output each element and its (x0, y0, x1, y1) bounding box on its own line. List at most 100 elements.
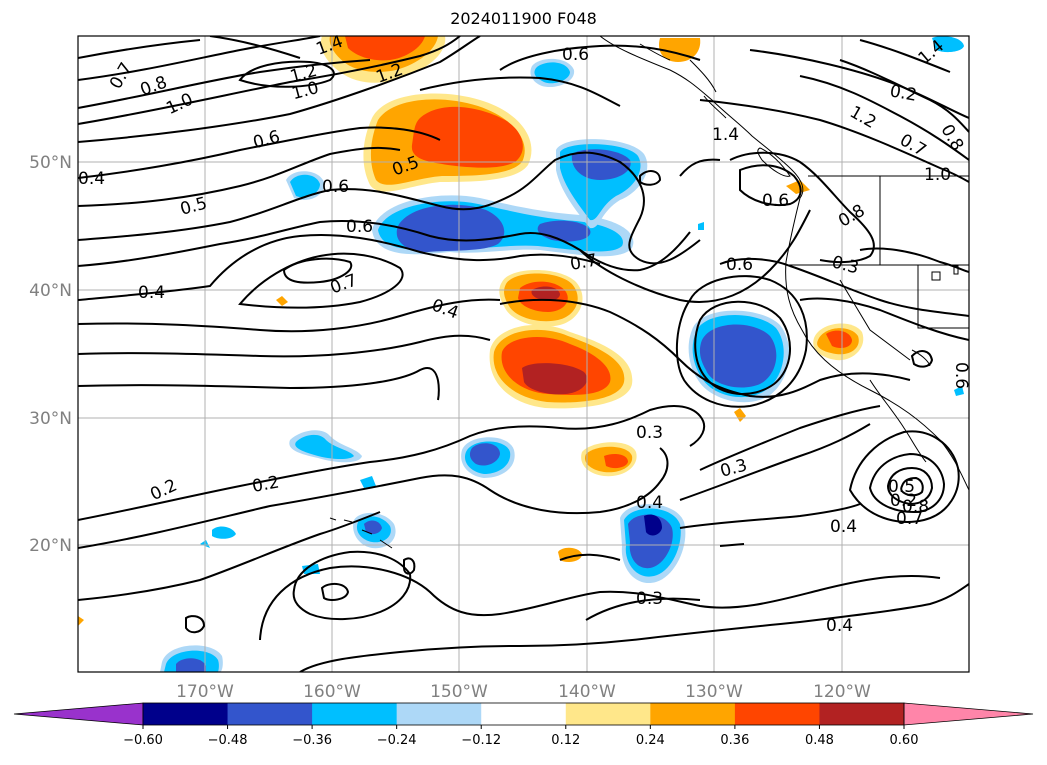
negative-anomaly-blob (469, 443, 500, 466)
contour-label: 0.5 (888, 477, 915, 497)
contour-line (739, 164, 802, 206)
contour-line (719, 257, 969, 317)
contour-label: 0.4 (830, 517, 857, 537)
contour-label: 0.6 (322, 177, 349, 197)
contour-line (499, 44, 701, 71)
contour-line (78, 233, 601, 301)
colorbar-bin (227, 703, 313, 725)
contour-line (419, 76, 621, 107)
positive-anomaly-blob (786, 180, 810, 194)
hawaii-islands (329, 517, 393, 549)
contour-line (585, 597, 701, 621)
negative-anomaly-blob (954, 386, 964, 396)
contour-line (78, 146, 401, 207)
contour-label: 0.8 (902, 497, 929, 517)
island-dot (931, 271, 941, 281)
contour-line (699, 405, 881, 471)
contour-label: 0.6 (562, 45, 589, 65)
contour-label: 0.3 (636, 423, 663, 443)
contour-line (639, 170, 662, 186)
contour-line (679, 158, 721, 177)
colorbar-tick-label: −0.60 (123, 733, 163, 748)
contour-line (868, 452, 946, 514)
negative-anomaly-blob (644, 514, 662, 536)
colorbar-bin (650, 703, 736, 725)
colorbar-tick-label: −0.48 (208, 733, 248, 748)
contour-line (78, 36, 461, 125)
contour-line (78, 151, 701, 265)
colorbar-tick-label: −0.12 (461, 733, 501, 748)
contour-line (78, 39, 201, 59)
island-dot (953, 265, 959, 275)
contour-line (259, 565, 941, 641)
contour-label: 0.7 (896, 509, 923, 529)
negative-anomaly-blob (176, 658, 206, 672)
positive-anomaly-blob (345, 36, 425, 61)
contour-label: 0.6 (726, 255, 753, 275)
contour-line (78, 126, 441, 179)
colorbar-tick-label: 0.36 (720, 733, 749, 748)
colorbar-frame (142, 702, 905, 726)
contour-label: 0.7 (569, 251, 599, 275)
north-america-coastline (599, 36, 969, 491)
contour-line (238, 60, 335, 88)
positive-anomaly-blob (411, 106, 523, 168)
contour-line (859, 39, 951, 73)
lat-label-20n: 20°N (29, 536, 72, 556)
contour-line (749, 49, 969, 119)
contour-line (78, 219, 691, 272)
lon-label-140w: 140°W (558, 682, 616, 702)
longitude-axis: 170°W 160°W 150°W 140°W 130°W 120°W (176, 682, 871, 702)
negative-anomaly-blob (360, 476, 376, 488)
contour-line (78, 334, 491, 358)
contour-line (675, 275, 808, 408)
contour-line (910, 350, 934, 368)
colorbar-tick-label: −0.36 (292, 733, 332, 748)
colorbar-bin (396, 703, 482, 725)
contour-label: 0.3 (636, 589, 663, 609)
contour-line (78, 367, 440, 401)
contour-line (403, 557, 416, 575)
negative-anomaly-blob (290, 174, 320, 198)
colorbar-bin (312, 703, 398, 725)
contour-label: 0.6 (762, 191, 789, 211)
coastlines (329, 36, 969, 549)
colorbar: −0.60 −0.48 −0.36 −0.24 −0.12 0.12 0.24 0.36 0.4… (13, 702, 1034, 748)
contour-line (78, 36, 321, 81)
colorbar-bin (734, 703, 820, 725)
colorbar-tick-label: 0.48 (805, 733, 834, 748)
contour-label: 0.6 (346, 217, 373, 237)
colorbar-ticks: −0.60 −0.48 −0.36 −0.24 −0.12 0.12 0.24 0.36 0.4… (123, 725, 918, 748)
negative-anomaly-blob (932, 36, 964, 53)
contour-line (799, 75, 969, 161)
contour-label: 0.4 (138, 283, 165, 303)
latitude-axis: 50°N 40°N 30°N 20°N (29, 153, 72, 556)
contour-label: 1.0 (924, 165, 951, 185)
lon-label-160w: 160°W (303, 682, 361, 702)
lat-label-40n: 40°N (29, 281, 72, 301)
contour-line (719, 543, 745, 547)
contour-label: 0.4 (636, 493, 663, 513)
colorbar-bins (143, 703, 905, 725)
positive-anomaly-blob (276, 296, 288, 306)
colorbar-tick-label: 0.60 (890, 733, 919, 748)
contour-line (579, 209, 811, 303)
contour-line (699, 99, 969, 183)
alaska-islands (639, 43, 727, 119)
positive-anomaly-blob (522, 363, 588, 395)
lon-label-120w: 120°W (813, 682, 871, 702)
contour-line (320, 582, 350, 601)
lat-label-50n: 50°N (29, 153, 72, 173)
us-state-borders (786, 176, 969, 361)
contour-line (78, 405, 706, 521)
contour-label: 0.4 (826, 616, 853, 636)
lat-label-30n: 30°N (29, 409, 72, 429)
contour-line (292, 550, 412, 621)
positive-anomaly-blob (826, 330, 852, 348)
negative-anomaly-blob (295, 434, 354, 459)
positive-anomaly-blob (78, 616, 84, 626)
colorbar-tick-label: −0.24 (377, 733, 417, 748)
colorbar-tick-label: 0.12 (551, 733, 580, 748)
